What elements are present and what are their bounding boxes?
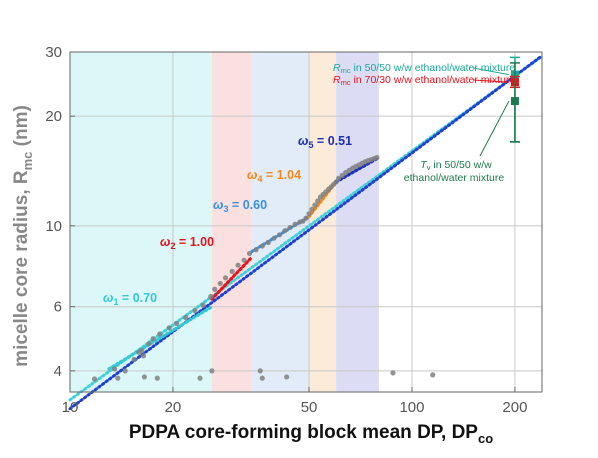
- legend-entry-1: Rmc in 50/50 w/w ethanol/water mixture: [333, 62, 515, 75]
- data-point: [208, 293, 214, 300]
- y-tick-label: 4: [54, 363, 62, 380]
- data-point: [284, 374, 290, 380]
- data-points: [91, 154, 436, 382]
- data-point: [257, 368, 263, 374]
- data-point: [306, 211, 312, 217]
- data-point: [287, 224, 293, 231]
- tv-annotation: Tv in 50/50 w/w: [420, 159, 492, 172]
- region-band-1: [70, 52, 212, 392]
- data-point: [154, 375, 160, 381]
- data-point: [91, 376, 98, 382]
- x-tick-label: 50: [301, 399, 318, 416]
- data-point: [174, 320, 180, 326]
- data-point: [166, 325, 172, 331]
- plot-frame: [69, 51, 543, 393]
- region-band-5: [336, 52, 379, 392]
- data-point: [335, 175, 342, 181]
- data-point: [217, 280, 223, 287]
- omega-label-3: ω3 = 0.60: [213, 198, 267, 214]
- data-point: [146, 341, 152, 347]
- data-point: [265, 239, 271, 246]
- x-tick-label: 10: [62, 399, 79, 416]
- data-point: [150, 336, 156, 342]
- data-point: [253, 247, 259, 253]
- x-axis-title: PDPA core-forming block mean DP, DPco: [129, 422, 493, 446]
- data-point: [209, 368, 215, 374]
- error-points: [509, 56, 520, 143]
- error-point-marker-3: [510, 97, 519, 106]
- y-tick-label: 20: [45, 108, 62, 125]
- y-axis-title: micelle core radius, Rmc (nm): [11, 105, 35, 367]
- omega-label-5: ω5 = 0.51: [298, 134, 352, 150]
- segment-fit-line-2: [210, 255, 254, 301]
- x-tick-label: 200: [502, 399, 527, 416]
- x-tick-label: 100: [399, 399, 424, 416]
- data-point: [197, 375, 203, 381]
- data-point: [292, 221, 298, 227]
- data-point: [111, 366, 118, 372]
- data-point: [271, 235, 277, 241]
- data-point: [157, 331, 163, 337]
- data-point: [246, 250, 253, 257]
- data-point: [200, 302, 206, 308]
- data-point: [259, 243, 265, 249]
- data-point: [141, 374, 147, 380]
- omega-label-1: ω1 = 0.70: [103, 291, 157, 307]
- data-point: [259, 375, 265, 381]
- data-point: [241, 257, 247, 263]
- data-point: [212, 286, 218, 292]
- data-point: [122, 368, 128, 374]
- regions: [70, 52, 379, 392]
- data-point: [235, 262, 241, 268]
- data-point: [229, 268, 235, 274]
- data-point: [115, 375, 121, 381]
- data-point: [131, 356, 137, 363]
- omega-label-4: ω4 = 1.04: [247, 168, 301, 184]
- tv-annotation-line2: ethanol/water mixture: [404, 172, 505, 184]
- x-tick-label: 20: [165, 399, 182, 416]
- legend-arrow-2: [472, 79, 509, 83]
- ticks: 10 20 50 100 200 4 6 10 20 30: [45, 44, 527, 416]
- tv-arrow: [479, 100, 510, 157]
- y-tick-label: 10: [45, 218, 62, 235]
- data-point: [222, 275, 229, 281]
- fit-line-2: [68, 54, 544, 411]
- data-point: [276, 232, 283, 238]
- y-tick-label: 30: [45, 44, 62, 61]
- data-point: [192, 308, 198, 314]
- data-point: [282, 228, 288, 234]
- data-point: [312, 202, 318, 208]
- data-point: [303, 215, 309, 221]
- data-point: [374, 154, 380, 161]
- annotations: ω1 = 0.70 ω2 = 1.00 ω3 = 0.60 ω4 = 1.04 ω5 =…: [103, 62, 515, 307]
- legend-arrow-1: [472, 67, 510, 76]
- data-point: [315, 198, 321, 204]
- data-point: [309, 206, 315, 212]
- data-point: [430, 372, 436, 378]
- region-band-2: [211, 52, 252, 392]
- omega-label-2: ω2 = 1.00: [160, 235, 214, 251]
- data-point: [183, 315, 189, 321]
- data-point: [339, 172, 345, 179]
- data-point: [140, 353, 147, 359]
- data-point: [390, 370, 396, 376]
- y-tick-label: 6: [54, 299, 62, 316]
- segment-fit-line-1: [107, 305, 214, 371]
- data-point: [139, 347, 145, 354]
- legend-entry-2: Rmc in 70/30 w/w ethanol/water mixture: [333, 74, 515, 87]
